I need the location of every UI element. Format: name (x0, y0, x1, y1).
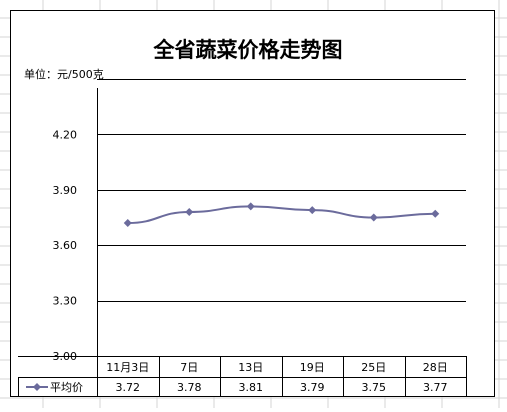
x-category-label: 7日 (180, 361, 198, 374)
y-tick-label: 3.30 (53, 295, 78, 308)
y-tick-label: 3.60 (53, 239, 78, 252)
x-category-label: 28日 (423, 361, 448, 374)
data-table-value: 3.78 (177, 381, 202, 394)
gridlines (97, 79, 466, 397)
legend-key-marker (33, 383, 41, 391)
chart-title: 全省蔬菜价格走势图 (153, 38, 343, 62)
y-tick-label: 4.20 (53, 128, 78, 141)
data-point-marker (185, 207, 194, 216)
data-point-marker (431, 209, 440, 218)
data-point-marker (123, 219, 132, 228)
data-table-value: 3.72 (116, 381, 141, 394)
data-table: 11月3日 3.72 7日 3.78 13日 3.81 19日 3.79 25日 3.75 28日 3… (18, 356, 467, 397)
x-category-label: 19日 (300, 361, 325, 374)
legend-label: 平均价 (50, 381, 83, 394)
x-category-label: 25日 (361, 361, 386, 374)
data-table-value: 3.77 (423, 381, 448, 394)
y-tick-labels: 3.003.303.603.904.20 (53, 128, 78, 363)
chart-border (10, 10, 495, 397)
data-table-value: 3.81 (239, 381, 264, 394)
y-tick-label: 3.90 (53, 184, 78, 197)
data-point-marker (246, 202, 255, 211)
data-table-value: 3.79 (300, 381, 325, 394)
data-table-value: 3.75 (362, 381, 387, 394)
data-point-marker (308, 206, 317, 215)
x-category-label: 11月3日 (106, 361, 149, 374)
unit-label: 单位：元/500克 (24, 67, 104, 81)
data-point-marker (369, 213, 378, 222)
series-line-group (123, 202, 440, 228)
x-category-label: 13日 (238, 361, 263, 374)
series-line (127, 205, 436, 225)
